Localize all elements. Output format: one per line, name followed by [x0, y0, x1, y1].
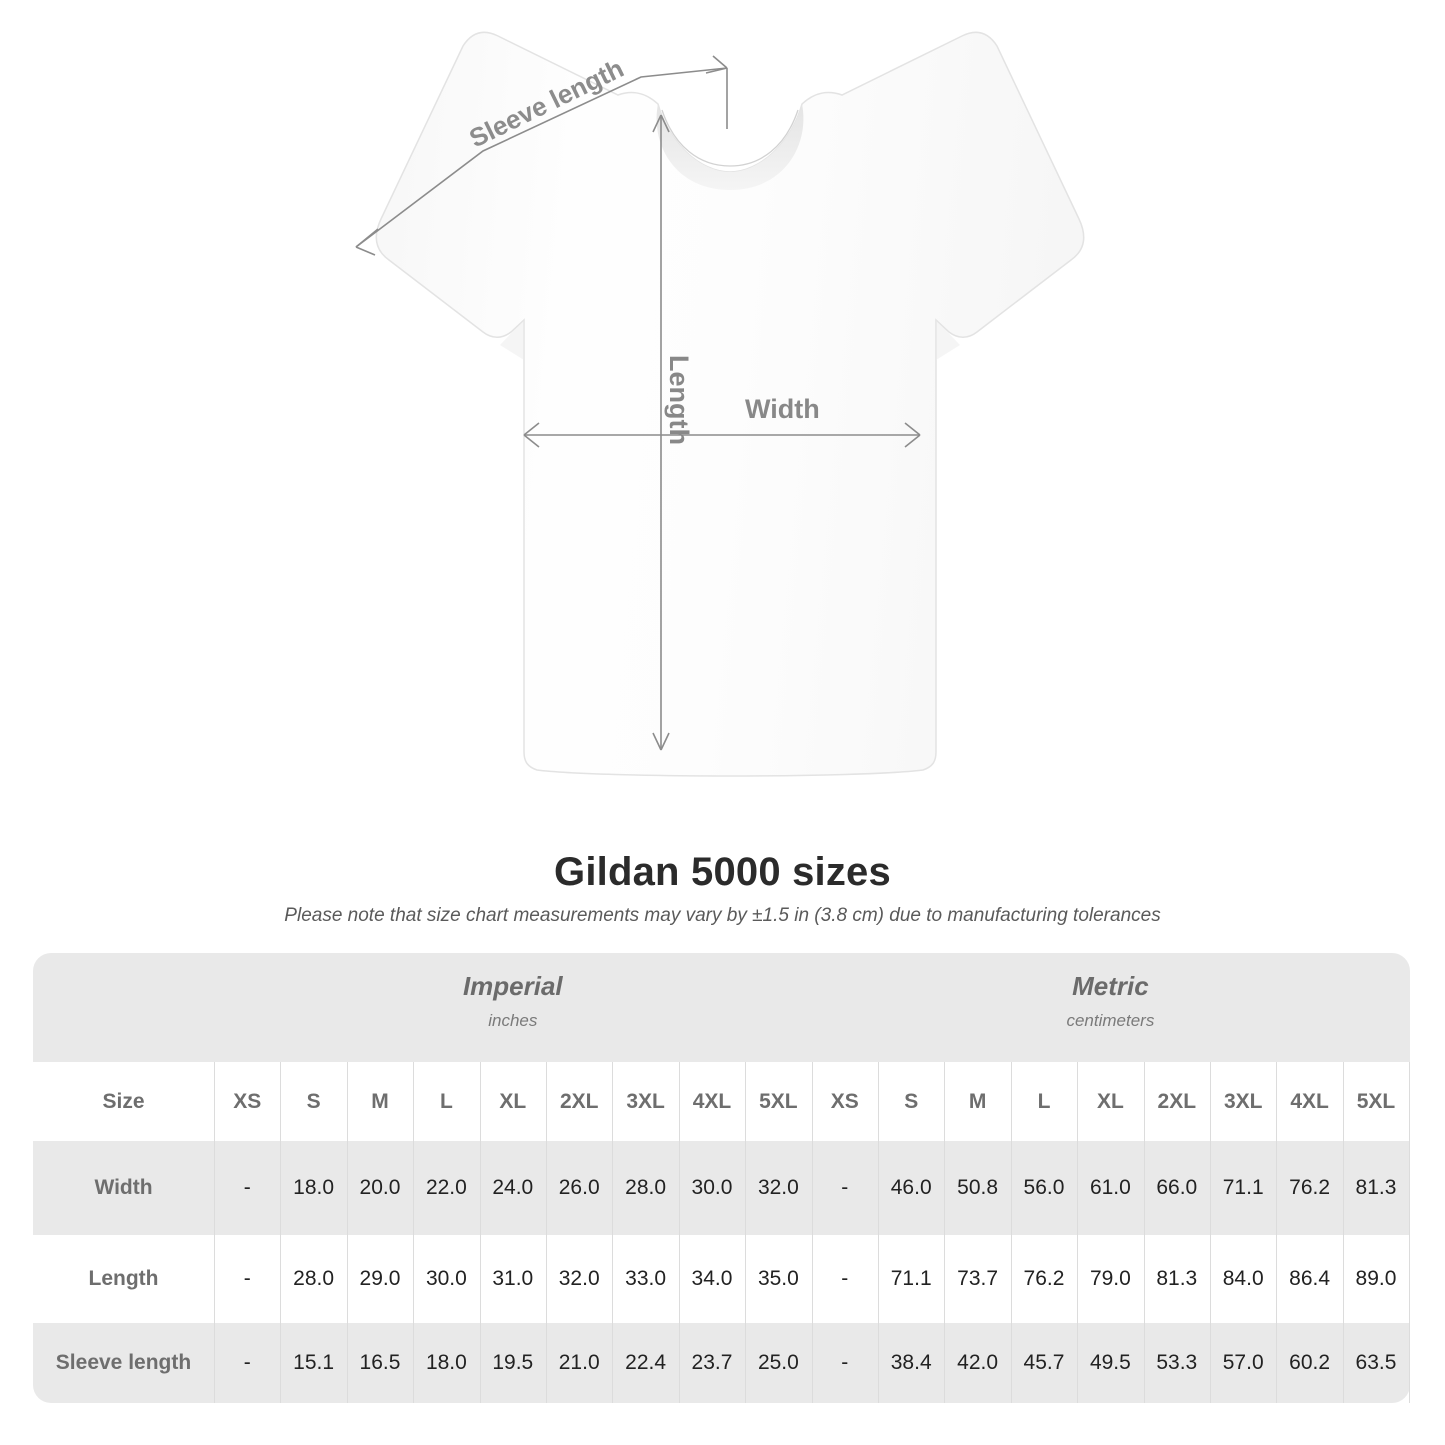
svg-text:Length: Length: [664, 355, 694, 445]
svg-text:Width: Width: [745, 394, 820, 424]
